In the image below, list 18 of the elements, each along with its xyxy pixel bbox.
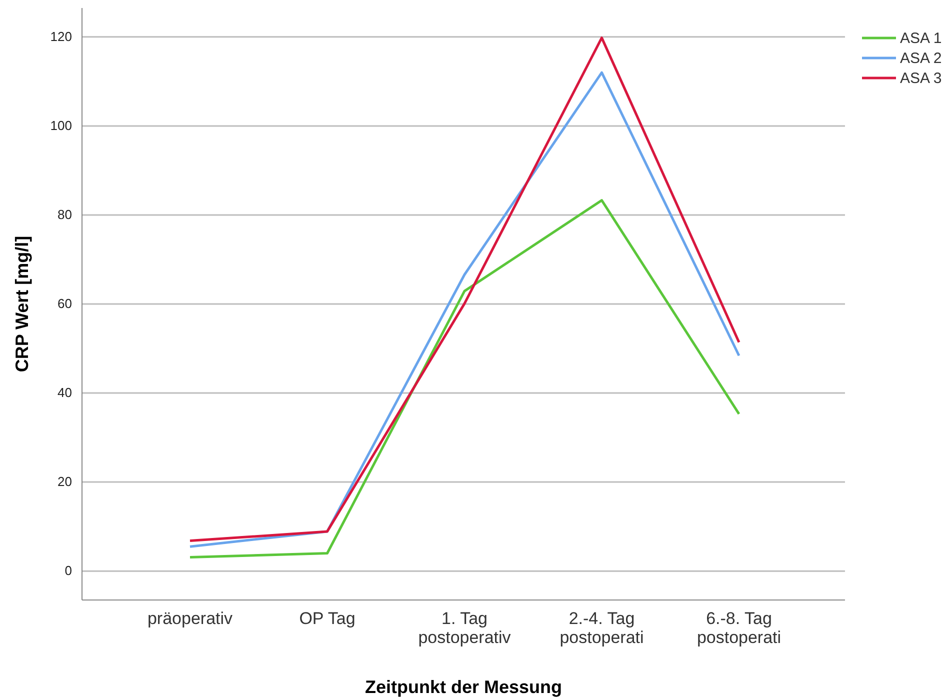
legend-label: ASA 3 — [900, 70, 942, 87]
x-tick-label: 6.-8. Tag postoperati — [696, 609, 782, 647]
legend-label: ASA 2 — [900, 50, 942, 67]
x-tick-label: OP Tag — [299, 609, 356, 628]
x-tick-label: präoperativ — [147, 609, 234, 628]
x-tick-label: 2.-4. Tag postoperati — [560, 609, 644, 647]
legend-label: ASA 1 — [900, 30, 942, 47]
y-tick-label: 80 — [58, 207, 72, 222]
y-axis-title: CRP Wert [mg/l] — [12, 236, 32, 372]
y-tick-label: 0 — [64, 563, 72, 578]
y-tick-label: 60 — [58, 296, 72, 312]
y-tick-label: 40 — [58, 385, 72, 400]
x-tick-label: 1. Tag postoperativ — [418, 609, 512, 647]
x-axis-title: Zeitpunkt der Messung — [364, 677, 562, 697]
y-tick-label: 120 — [50, 29, 72, 44]
line-series — [188, 199, 740, 559]
y-tick-label: 20 — [58, 474, 72, 490]
y-tick-label: 100 — [50, 118, 72, 134]
